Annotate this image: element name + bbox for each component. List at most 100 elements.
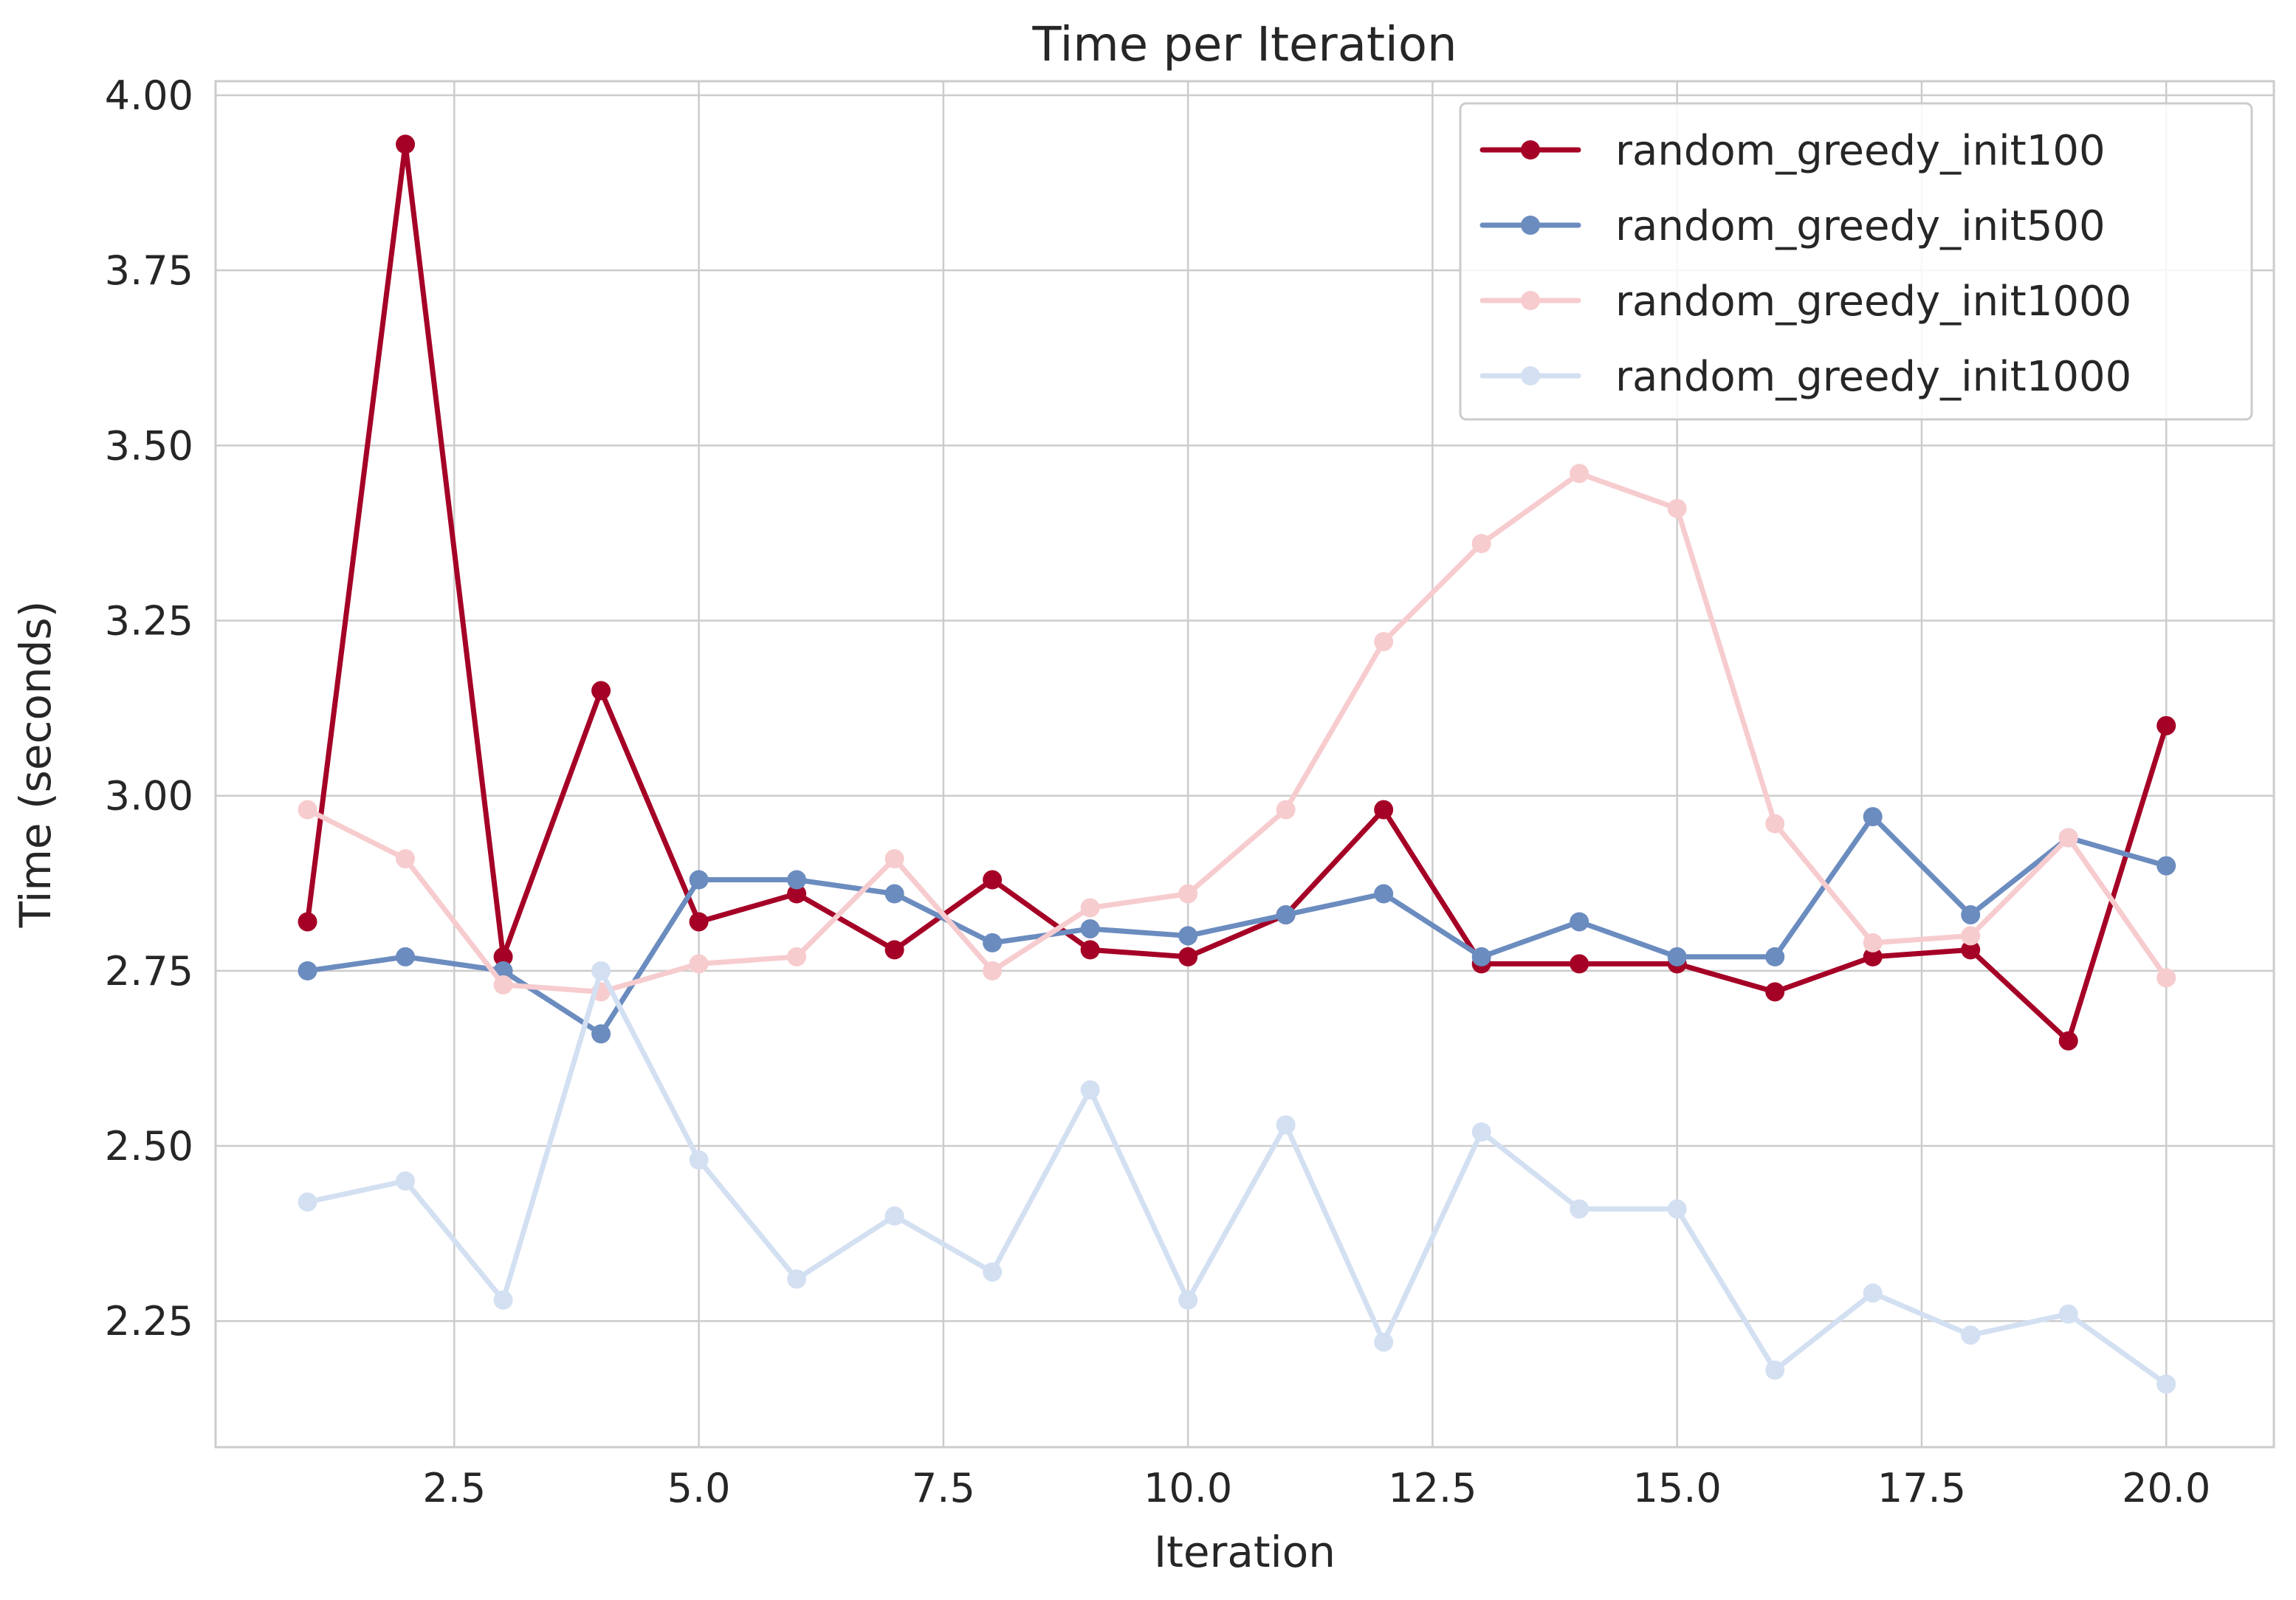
data-point (2058, 1031, 2078, 1051)
y-axis-label: Time (seconds) (10, 601, 61, 929)
data-point (884, 884, 904, 904)
data-point (2058, 1304, 2078, 1324)
x-tick-label: 2.5 (422, 1465, 486, 1511)
data-point (1471, 1122, 1491, 1142)
series-line (305, 470, 2169, 995)
data-point (298, 912, 317, 932)
data-point (1080, 940, 1100, 960)
x-tick-label: 5.0 (667, 1465, 731, 1511)
legend-item: random_greedy_init100 (1479, 127, 2106, 175)
data-point (689, 870, 709, 890)
data-point (884, 849, 904, 869)
x-tick-label: 15.0 (1633, 1465, 1722, 1511)
y-tick-label: 3.25 (105, 598, 193, 645)
tick-labels: 2.5 5.0 7.5 10.0 12.5 15.0 17.5 20.0 2.25 2.50 2.7… (105, 72, 2211, 1511)
data-point (983, 933, 1003, 952)
data-point (493, 975, 513, 995)
data-point (2058, 828, 2078, 848)
x-axis-label: Iteration (1154, 1527, 1336, 1577)
data-point (1570, 464, 1589, 484)
data-point (787, 884, 807, 904)
data-point (689, 954, 709, 974)
x-tick-label: 20.0 (2122, 1465, 2210, 1511)
legend-label: random_greedy_init100 (1615, 127, 2106, 175)
data-point (1765, 982, 1785, 1002)
data-point (1863, 1283, 1883, 1303)
data-point (591, 681, 611, 701)
series-line (305, 968, 2169, 1387)
data-point (884, 940, 904, 960)
series-line (305, 814, 2169, 1037)
y-tick-label: 2.50 (105, 1123, 193, 1170)
data-point (396, 1171, 416, 1191)
data-point (1765, 1360, 1785, 1380)
chart-title: Time per Iteration (1031, 18, 1457, 72)
plot-frame (214, 80, 2275, 1449)
series-4 (298, 961, 2176, 1394)
data-point (1178, 1290, 1198, 1310)
y-tick-label: 3.50 (105, 422, 193, 469)
y-tick-label: 2.75 (105, 948, 193, 995)
data-point (396, 849, 416, 869)
legend-box (1459, 102, 2253, 421)
data-point (1374, 1332, 1394, 1352)
data-point (396, 134, 416, 154)
x-tick-label: 10.0 (1144, 1465, 1232, 1511)
data-point (1570, 1199, 1589, 1219)
y-tick-label: 3.00 (105, 773, 193, 820)
y-tick-label: 3.75 (105, 247, 193, 294)
data-point (1961, 926, 1981, 946)
data-point (1276, 1115, 1296, 1135)
data-point (1667, 947, 1687, 966)
data-point (1667, 498, 1687, 518)
y-tick-label: 2.25 (105, 1298, 193, 1345)
legend: random_greedy_init100 random_greedy_init5… (1459, 102, 2253, 421)
data-point (983, 961, 1003, 981)
legend-swatch-marker (1521, 366, 1540, 385)
data-point (298, 1192, 317, 1212)
series-line (305, 141, 2169, 1044)
data-point (1374, 884, 1394, 904)
data-point (1080, 919, 1100, 938)
legend-label: random_greedy_init1000 (1615, 353, 2131, 401)
legend-item: random_greedy_init500 (1479, 202, 2106, 250)
data-point (1863, 947, 1883, 966)
legend-swatch-marker (1521, 216, 1540, 235)
data-point (983, 870, 1003, 890)
legend-item: random_greedy_init1000 (1479, 353, 2131, 401)
data-point (1961, 1325, 1981, 1345)
data-point (1863, 807, 1883, 827)
legend-label: random_greedy_init500 (1615, 202, 2106, 250)
data-point (493, 1290, 513, 1310)
data-point (1374, 800, 1394, 820)
data-point (787, 1269, 807, 1289)
series-group (298, 134, 2176, 1394)
legend-swatch-marker (1521, 140, 1540, 159)
data-point (787, 870, 807, 890)
data-point (983, 1262, 1003, 1282)
series-3 (298, 464, 2176, 1002)
data-point (689, 1150, 709, 1170)
data-point (1765, 814, 1785, 834)
data-point (1471, 947, 1491, 966)
data-point (689, 912, 709, 932)
data-point (1080, 898, 1100, 918)
data-point (1276, 904, 1296, 924)
data-point (1178, 947, 1198, 966)
data-point (2156, 715, 2176, 735)
x-tick-label: 17.5 (1877, 1465, 1966, 1511)
data-point (1276, 800, 1296, 820)
data-point (884, 1206, 904, 1226)
y-tick-label: 4.00 (105, 72, 193, 119)
data-point (298, 961, 317, 981)
legend-label: random_greedy_init1000 (1615, 278, 2131, 326)
data-point (298, 800, 317, 820)
x-tick-label: 7.5 (912, 1465, 975, 1511)
data-point (2156, 968, 2176, 988)
data-point (1667, 1199, 1687, 1219)
x-tick-label: 12.5 (1388, 1465, 1477, 1511)
data-point (1471, 534, 1491, 554)
legend-swatch-marker (1521, 291, 1540, 310)
data-point (1961, 940, 1981, 960)
